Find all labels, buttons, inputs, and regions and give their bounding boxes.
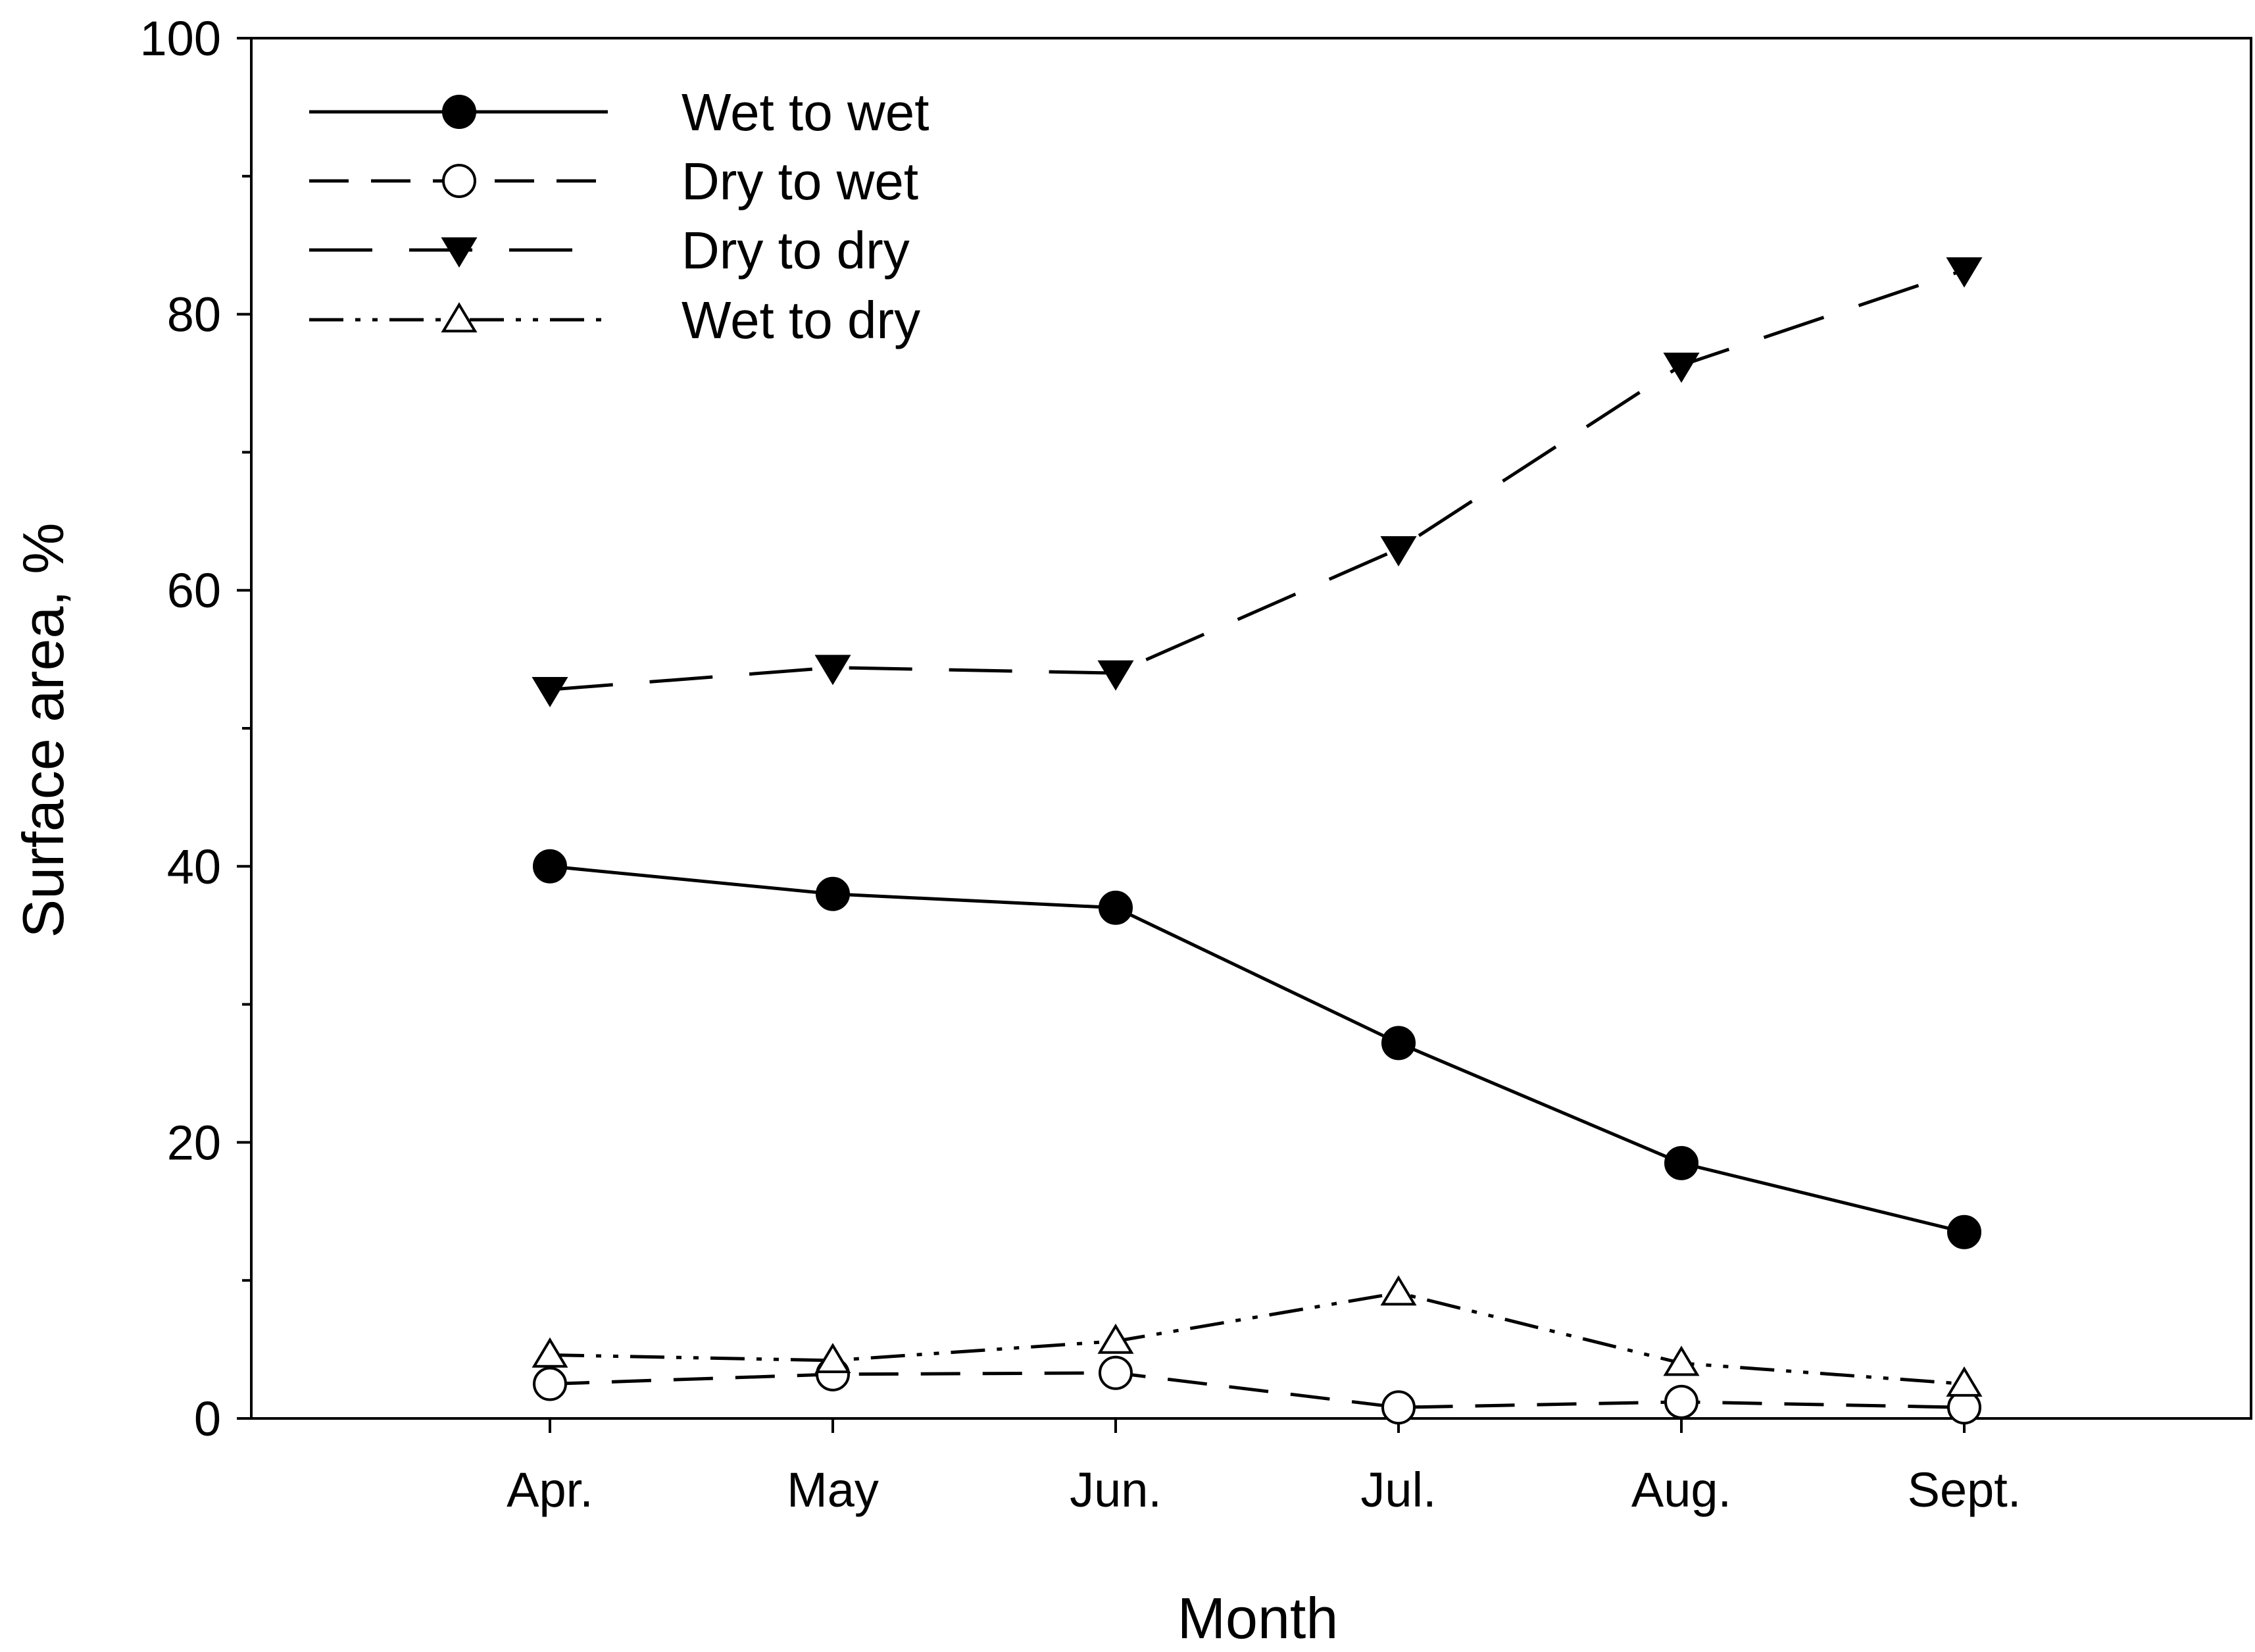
data-point <box>1380 1275 1417 1306</box>
data-point <box>1664 1145 1698 1180</box>
legend: Wet to wet Dry to wet Dry to dry Wet to dry <box>309 83 929 349</box>
data-point <box>1097 660 1134 691</box>
legend-label: Dry to dry <box>681 221 910 280</box>
series-line <box>549 1291 1965 1386</box>
plot-frame <box>250 37 2252 1420</box>
data-point <box>532 676 568 707</box>
x-axis: Apr. May Jun. Jul. Aug. Sept. <box>507 1418 2021 1517</box>
x-tick-label: Jul. <box>1360 1463 1436 1517</box>
x-tick-label: Jun. <box>1070 1463 1162 1517</box>
x-axis-title: Month <box>1177 1586 1339 1649</box>
x-tick-label: Apr. <box>507 1463 593 1517</box>
y-axis-title: Surface area, % <box>11 523 76 938</box>
data-point <box>1946 257 1983 288</box>
data-point <box>816 876 850 911</box>
y-tick-label: 20 <box>167 1115 221 1170</box>
y-tick-label: 40 <box>167 839 221 894</box>
y-axis: 0 20 40 60 80 100 <box>140 11 251 1446</box>
series-layer <box>532 257 1983 1425</box>
data-point <box>1664 1384 1698 1419</box>
data-point <box>1946 1366 1983 1397</box>
data-point <box>814 1343 851 1374</box>
x-tick-label: Aug. <box>1631 1463 1731 1517</box>
series-line <box>549 1371 1965 1409</box>
series-wet-to-dry <box>532 1275 1983 1397</box>
data-point <box>1947 1214 1981 1249</box>
y-tick-label: 60 <box>167 563 221 618</box>
data-point <box>1099 1355 1133 1390</box>
data-point <box>1380 536 1417 566</box>
data-point <box>1381 1026 1416 1061</box>
x-tick-label: Sept. <box>1908 1463 2021 1517</box>
series-dry-to-dry <box>532 257 1983 707</box>
data-point <box>533 1366 567 1401</box>
series-line <box>549 268 1965 691</box>
legend-item: Dry to wet <box>309 152 918 211</box>
legend-label: Wet to wet <box>681 83 929 141</box>
data-point <box>442 95 476 129</box>
data-point <box>1663 352 1700 383</box>
series-wet-to-wet <box>533 849 1981 1249</box>
data-point <box>1663 1345 1700 1376</box>
data-point <box>814 655 851 686</box>
data-point <box>532 1337 568 1368</box>
data-point <box>1099 890 1133 925</box>
data-point <box>533 849 567 884</box>
y-tick-label: 100 <box>140 11 221 66</box>
data-point <box>441 237 478 268</box>
data-point <box>442 164 476 198</box>
series-line <box>549 864 1965 1234</box>
series-dry-to-wet <box>533 1355 1981 1425</box>
y-tick-label: 80 <box>167 288 221 342</box>
y-tick-label: 0 <box>194 1391 221 1446</box>
data-point <box>441 302 478 333</box>
legend-label: Dry to wet <box>681 152 918 211</box>
legend-item: Wet to dry <box>309 291 920 349</box>
x-tick-label: May <box>787 1463 879 1517</box>
legend-label: Wet to dry <box>681 291 920 349</box>
legend-item: Dry to dry <box>309 221 910 280</box>
legend-item: Wet to wet <box>309 83 929 141</box>
data-point <box>1097 1323 1134 1354</box>
data-point <box>1381 1390 1416 1425</box>
